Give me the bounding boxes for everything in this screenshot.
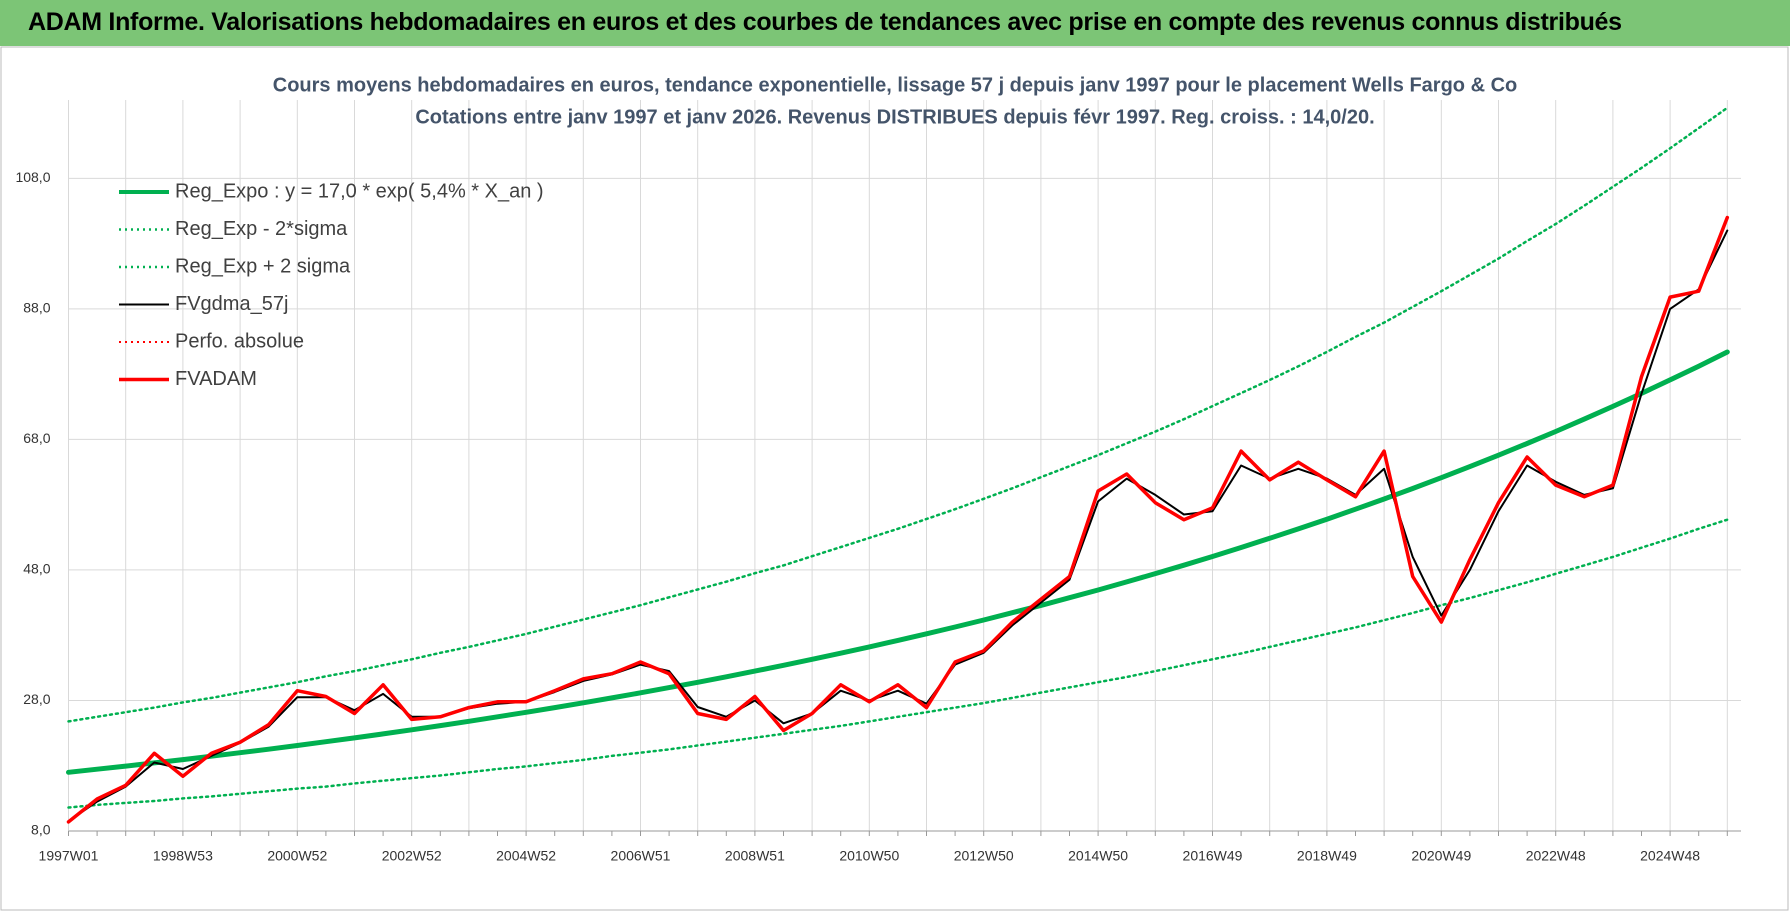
x-tick-label: 2010W50: [839, 848, 899, 864]
x-tick-label: 1998W53: [153, 848, 213, 864]
x-tick-label: 2004W52: [496, 848, 556, 864]
legend-label: Perfo. absolue: [175, 330, 304, 352]
legend-label: FVADAM: [175, 368, 257, 390]
legend-label: Reg_Exp + 2 sigma: [175, 255, 351, 277]
legend-label: Reg_Expo : y = 17,0 * exp( 5,4% * X_an ): [175, 180, 544, 202]
frame: [0, 46, 1789, 911]
x-tick-label: 1997W01: [39, 848, 99, 864]
x-tick-label: 2014W50: [1068, 848, 1128, 864]
y-tick-label: 48,0: [23, 561, 50, 577]
y-tick-label: 88,0: [23, 300, 50, 316]
x-tick-label: 2006W51: [611, 848, 671, 864]
series-line: [66, 349, 1730, 775]
legend-label: FVgdma_57j: [175, 293, 288, 315]
y-tick-label: 108,0: [15, 169, 50, 185]
header-bar: ADAM Informe. Valorisations hebdomadaire…: [0, 0, 1790, 46]
header-title: ADAM Informe. Valorisations hebdomadaire…: [28, 8, 1622, 36]
x-tick-label: 2016W49: [1183, 848, 1243, 864]
x-tick-label: 2002W52: [382, 848, 442, 864]
series-line: [67, 106, 1729, 723]
x-tick-label: 2000W52: [267, 848, 327, 864]
y-tick-label: 8,0: [31, 822, 51, 838]
x-tick-label: 2008W51: [725, 848, 785, 864]
x-tick-label: 2022W48: [1526, 848, 1586, 864]
x-tick-label: 2012W50: [954, 848, 1014, 864]
series-line: [67, 229, 1729, 823]
x-tick-label: 2024W48: [1640, 848, 1700, 864]
x-tick-label: 2018W49: [1297, 848, 1357, 864]
chart-title: Cotations entre janv 1997 et janv 2026. …: [415, 106, 1374, 128]
x-tick-label: 2020W49: [1411, 848, 1471, 864]
series-line: [66, 215, 1730, 824]
legend-label: Reg_Exp - 2*sigma: [175, 218, 348, 240]
y-tick-label: 68,0: [23, 430, 50, 446]
chart-title: Cours moyens hebdomadaires en euros, ten…: [273, 74, 1517, 96]
y-tick-label: 28,0: [23, 691, 50, 707]
series-line: [67, 518, 1729, 809]
